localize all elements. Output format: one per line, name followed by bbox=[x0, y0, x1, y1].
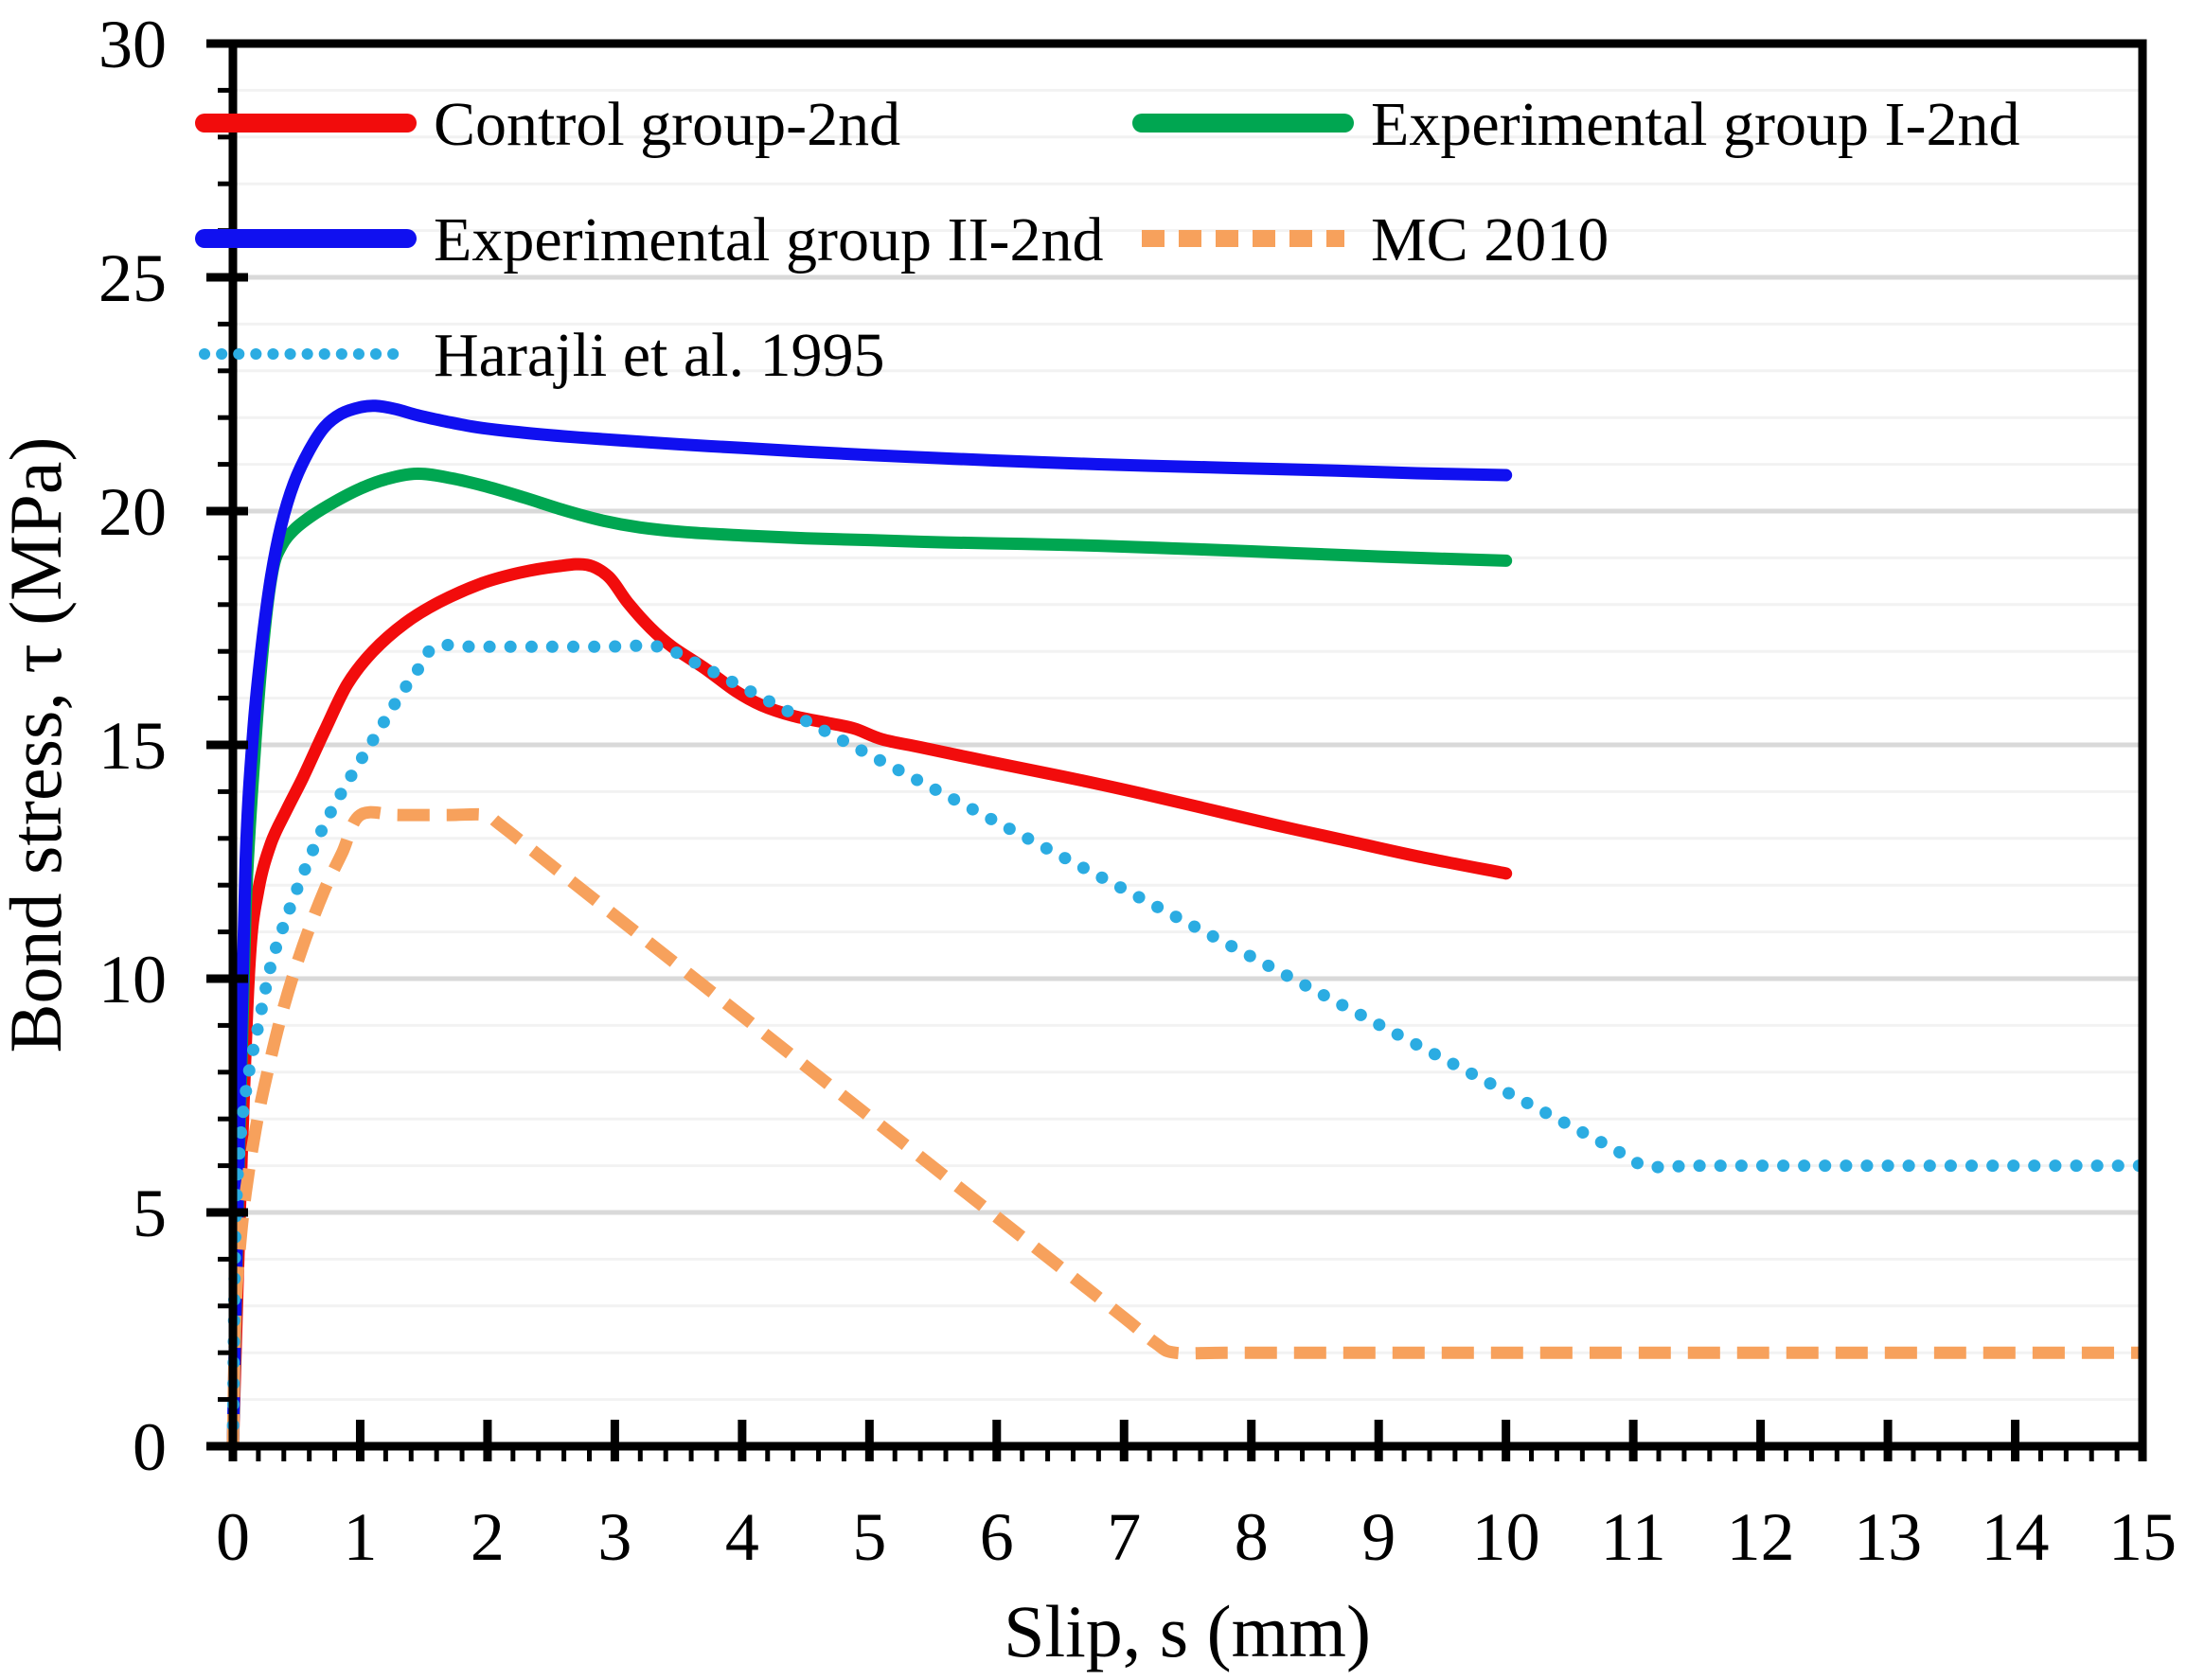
legend: Control group-2nd Experimental group I-2n… bbox=[195, 90, 2019, 390]
series-layer bbox=[226, 399, 2149, 1453]
legend-label: Experimental group I-2nd bbox=[1371, 90, 2019, 159]
y-tick-label: 0 bbox=[133, 1409, 167, 1485]
x-tick-label: 2 bbox=[471, 1499, 505, 1575]
gridlines bbox=[233, 88, 2143, 1402]
legend-item: MC 2010 bbox=[1142, 205, 1609, 274]
legend-label: Control group-2nd bbox=[434, 90, 900, 159]
x-axis-title: Slip, s (mm) bbox=[1004, 1590, 1371, 1672]
x-tick-label: 10 bbox=[1472, 1499, 1540, 1575]
x-tick-label: 12 bbox=[1727, 1499, 1795, 1575]
series-line-control-group-2nd bbox=[226, 557, 1513, 1453]
x-tick-label: 8 bbox=[1235, 1499, 1269, 1575]
x-tick-label: 6 bbox=[980, 1499, 1014, 1575]
series-line-experimental-group-i-2nd bbox=[226, 468, 1513, 1453]
legend-label: Experimental group II-2nd bbox=[434, 205, 1103, 274]
x-tick-label: 5 bbox=[852, 1499, 886, 1575]
x-tick-label: 9 bbox=[1361, 1499, 1396, 1575]
axis-ticks bbox=[206, 39, 2147, 1461]
x-tick-label: 4 bbox=[725, 1499, 759, 1575]
series-line-mc-2010 bbox=[226, 805, 2143, 1447]
x-tick-label: 13 bbox=[1854, 1499, 1922, 1575]
series-line-harajli-et-al-1995 bbox=[226, 638, 2149, 1453]
y-tick-label: 30 bbox=[98, 7, 167, 82]
legend-item: Experimental group I-2nd bbox=[1132, 90, 2019, 159]
x-tick-label: 1 bbox=[343, 1499, 377, 1575]
x-tick-label: 14 bbox=[1982, 1499, 2050, 1575]
legend-label: Harajli et al. 1995 bbox=[434, 321, 885, 390]
legend-item: Experimental group II-2nd bbox=[195, 205, 1103, 274]
y-tick-label: 15 bbox=[98, 708, 167, 784]
series-line-experimental-group-ii-2nd bbox=[226, 399, 1513, 1453]
x-tick-label: 7 bbox=[1107, 1499, 1141, 1575]
x-tick-label: 15 bbox=[2108, 1499, 2177, 1575]
y-axis-title: Bond stress, τ (MPa) bbox=[0, 436, 77, 1052]
legend-item: Harajli et al. 1995 bbox=[199, 321, 885, 390]
y-tick-label: 25 bbox=[98, 240, 167, 316]
y-tick-label: 20 bbox=[98, 474, 167, 550]
x-tick-label: 0 bbox=[216, 1499, 250, 1575]
y-tick-label: 5 bbox=[133, 1176, 167, 1251]
y-tick-label: 10 bbox=[98, 942, 167, 1017]
legend-label: MC 2010 bbox=[1371, 205, 1609, 274]
x-tick-label: 11 bbox=[1600, 1499, 1665, 1575]
x-tick-label: 3 bbox=[597, 1499, 631, 1575]
legend-item: Control group-2nd bbox=[195, 90, 900, 159]
